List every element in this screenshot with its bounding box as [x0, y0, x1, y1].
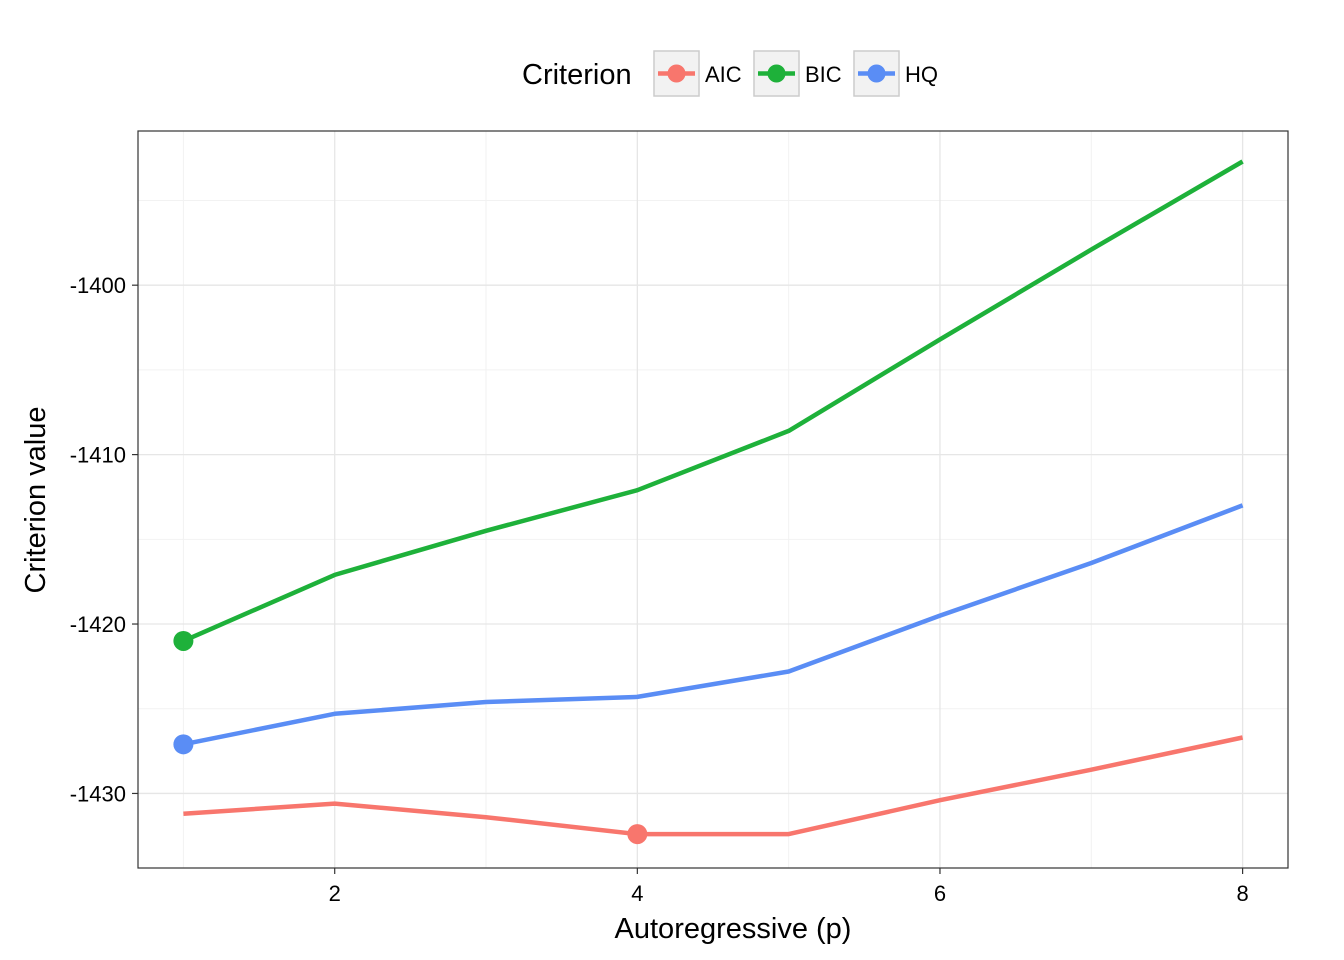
- legend: Criterion AIC BIC HQ: [522, 50, 938, 97]
- legend-title: Criterion: [522, 59, 632, 91]
- series-point-bic: [173, 630, 194, 651]
- legend-key-point: [767, 64, 786, 83]
- legend-item-bic: BIC: [753, 50, 842, 97]
- series-line-bic: [182, 159, 1244, 644]
- grid-major: [138, 131, 1288, 868]
- legend-label-bic: BIC: [805, 62, 842, 87]
- legend-label-aic: AIC: [705, 62, 742, 87]
- x-tick-label: 2: [329, 881, 341, 906]
- legend-key-point: [667, 64, 686, 83]
- legend-key-point: [867, 64, 886, 83]
- x-axis-title: Autoregressive (p): [615, 913, 852, 945]
- x-tick-label: 8: [1236, 881, 1248, 906]
- plot-panel: [137, 130, 1289, 869]
- y-tick-label: -1410: [70, 443, 126, 468]
- x-axis: 2 4 6 8: [329, 868, 1249, 906]
- panel-border: [137, 130, 1289, 869]
- series-layer: [173, 159, 1244, 845]
- series-line-aic: [183, 735, 1244, 837]
- x-tick-label: 6: [934, 881, 946, 906]
- panel-background: [138, 131, 1288, 868]
- y-tick-label: -1400: [70, 273, 126, 298]
- x-tick-label: 4: [631, 881, 643, 906]
- legend-item-aic: AIC: [653, 50, 742, 97]
- series-point-hq: [173, 734, 194, 755]
- series-line-hq: [182, 503, 1244, 747]
- legend-label-hq: HQ: [905, 62, 938, 87]
- grid-minor: [138, 131, 1288, 868]
- y-tick-label: -1430: [70, 781, 126, 806]
- legend-item-hq: HQ: [853, 50, 938, 97]
- series-point-aic: [627, 824, 648, 845]
- y-tick-label: -1420: [70, 612, 126, 637]
- y-axis-title: Criterion value: [20, 407, 52, 594]
- y-axis: -1430 -1420 -1410 -1400: [70, 273, 138, 806]
